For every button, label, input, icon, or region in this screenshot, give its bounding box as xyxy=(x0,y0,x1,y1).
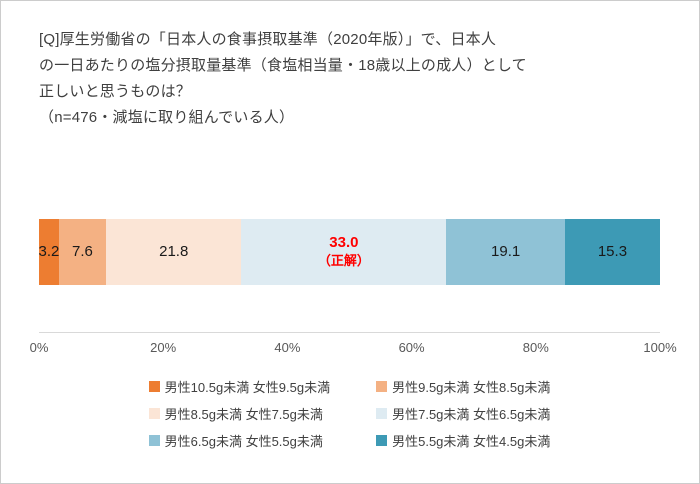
title-line: （n=476・減塩に取り組んでいる人） xyxy=(39,109,295,126)
bar-segment: 3.2 xyxy=(39,219,59,285)
legend-swatch xyxy=(376,434,388,446)
stacked-bar: 3.2 7.6 21.8 33.0 （正解） 19.1 15.3 xyxy=(39,219,660,285)
legend-swatch xyxy=(148,380,160,392)
x-axis: 0% 20% 40% 60% 80% 100% xyxy=(30,333,677,357)
segment-value-label: 15.3 xyxy=(597,243,628,260)
question-title: [Q]厚生労働省の「日本人の食事摂取基準（2020年版）」で、日本人 の一日あた… xyxy=(39,27,660,131)
legend-label: 男性9.5g未満 女性8.5g未満 xyxy=(392,379,551,395)
x-tick-label: 40% xyxy=(274,340,301,355)
bar-segment: 33.0 （正解） xyxy=(241,219,447,285)
legend-label: 男性8.5g未満 女性7.5g未満 xyxy=(164,406,323,422)
legend-swatch xyxy=(376,407,388,419)
x-tick-label: 80% xyxy=(522,340,549,355)
bar-segment: 7.6 xyxy=(58,219,107,285)
x-tick-label: 0% xyxy=(29,340,49,355)
segment-value-label: 7.6 xyxy=(72,243,93,260)
segment-value-label: 19.1 xyxy=(491,243,521,260)
legend-label: 男性7.5g未満 女性6.5g未満 xyxy=(392,406,551,422)
bar-segment: 21.8 xyxy=(106,219,242,285)
title-line: 正しいと思うものは？ xyxy=(39,83,192,100)
x-tick-label: 100% xyxy=(643,340,677,355)
title-line: [Q]厚生労働省の「日本人の食事摂取基準（2020年版）」で、日本人 xyxy=(39,31,497,48)
correct-answer-label: 33.0 （正解） xyxy=(317,234,370,268)
legend-label: 男性5.5g未満 女性4.5g未満 xyxy=(392,433,551,449)
legend-swatch xyxy=(148,434,160,446)
x-tick-label: 20% xyxy=(150,340,177,355)
legend-label: 男性10.5g未満 女性9.5g未満 xyxy=(164,379,331,395)
title-line: の一日あたりの塩分摂取量基準（食塩相当量・18歳以上の成人）として xyxy=(39,57,527,74)
legend-item: 男性9.5g未満 女性8.5g未満 xyxy=(376,377,550,395)
legend: 男性10.5g未満 女性9.5g未満 男性9.5g未満 女性8.5g未満男性8.5… xyxy=(39,377,660,449)
legend-item: 男性5.5g未満 女性4.5g未満 xyxy=(376,431,550,449)
bar-segment: 19.1 xyxy=(446,219,565,285)
legend-item: 男性6.5g未満 女性5.5g未満 xyxy=(148,431,330,449)
legend-swatch xyxy=(148,407,160,419)
legend-item: 男性8.5g未満 女性7.5g未満 xyxy=(148,404,330,422)
x-tick-label: 60% xyxy=(398,340,425,355)
bar-segment: 15.3 xyxy=(564,219,660,285)
segment-value-label: 21.8 xyxy=(159,243,189,260)
plot-area: 3.2 7.6 21.8 33.0 （正解） 19.1 15.3 xyxy=(39,167,660,333)
legend-label: 男性6.5g未満 女性5.5g未満 xyxy=(164,433,323,449)
segment-value-label: 3.2 xyxy=(38,243,60,260)
legend-item: 男性10.5g未満 女性9.5g未満 xyxy=(148,377,331,395)
legend-swatch xyxy=(376,380,388,392)
legend-item: 男性7.5g未満 女性6.5g未満 xyxy=(376,404,550,422)
